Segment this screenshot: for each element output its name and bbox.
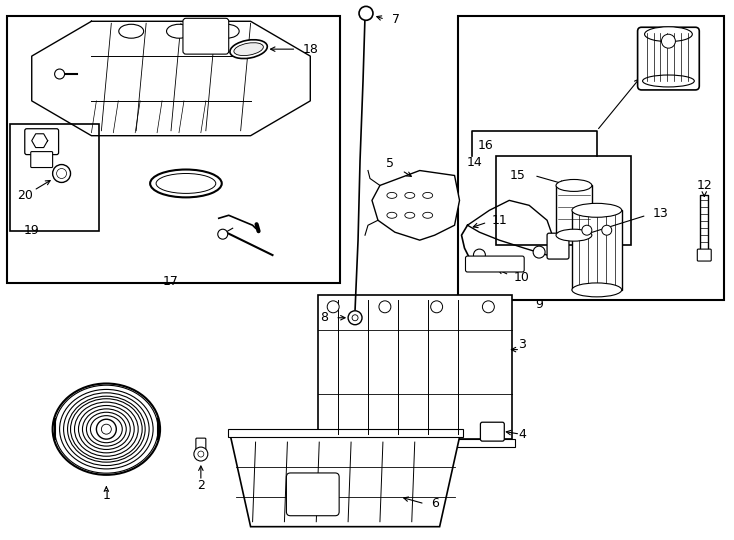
Circle shape — [533, 246, 545, 258]
FancyBboxPatch shape — [196, 438, 206, 455]
Circle shape — [57, 168, 67, 179]
Text: 10: 10 — [513, 272, 529, 285]
FancyBboxPatch shape — [286, 473, 339, 516]
Circle shape — [194, 447, 208, 461]
Bar — [556, 185, 592, 235]
Ellipse shape — [556, 229, 592, 241]
Ellipse shape — [405, 212, 415, 218]
Circle shape — [582, 225, 592, 235]
Text: 16: 16 — [477, 139, 493, 152]
Circle shape — [379, 301, 391, 313]
Text: 20: 20 — [17, 189, 33, 202]
FancyBboxPatch shape — [481, 422, 504, 441]
Polygon shape — [319, 295, 512, 439]
FancyBboxPatch shape — [638, 27, 700, 90]
Ellipse shape — [556, 179, 592, 191]
Ellipse shape — [234, 43, 264, 56]
FancyBboxPatch shape — [697, 249, 711, 261]
Circle shape — [348, 311, 362, 325]
Polygon shape — [230, 437, 459, 526]
Text: 1: 1 — [103, 489, 110, 502]
Ellipse shape — [405, 192, 415, 198]
Bar — [228, 429, 462, 437]
Circle shape — [661, 34, 675, 48]
Text: 13: 13 — [653, 207, 668, 220]
Circle shape — [198, 451, 204, 457]
Bar — [316, 439, 515, 447]
Ellipse shape — [387, 212, 397, 218]
Circle shape — [482, 301, 494, 313]
Bar — [496, 156, 631, 245]
Text: 12: 12 — [697, 179, 712, 192]
Ellipse shape — [214, 24, 239, 38]
Circle shape — [101, 424, 112, 434]
Circle shape — [473, 249, 485, 261]
Text: 3: 3 — [518, 338, 526, 351]
Bar — [10, 124, 99, 231]
Text: 18: 18 — [302, 43, 319, 56]
Ellipse shape — [119, 24, 144, 38]
Ellipse shape — [572, 283, 622, 297]
Bar — [7, 16, 340, 283]
Text: 6: 6 — [431, 497, 439, 510]
Text: 8: 8 — [320, 311, 328, 324]
Circle shape — [602, 225, 611, 235]
FancyBboxPatch shape — [465, 256, 524, 272]
Ellipse shape — [387, 192, 397, 198]
Text: 2: 2 — [197, 480, 205, 492]
Ellipse shape — [642, 75, 694, 87]
Text: 19: 19 — [24, 224, 40, 237]
Text: 17: 17 — [163, 275, 179, 288]
Bar — [572, 210, 622, 290]
Text: 9: 9 — [535, 298, 543, 312]
Bar — [457, 16, 724, 300]
Circle shape — [218, 229, 228, 239]
Circle shape — [359, 6, 373, 21]
Ellipse shape — [150, 170, 222, 198]
FancyBboxPatch shape — [31, 152, 53, 167]
Ellipse shape — [230, 40, 267, 58]
Circle shape — [54, 69, 65, 79]
Circle shape — [431, 301, 443, 313]
Ellipse shape — [644, 27, 692, 42]
Ellipse shape — [423, 212, 432, 218]
Text: 15: 15 — [509, 169, 525, 182]
FancyBboxPatch shape — [547, 233, 569, 259]
Text: 14: 14 — [467, 156, 482, 169]
Circle shape — [96, 419, 116, 439]
Circle shape — [327, 301, 339, 313]
Text: 5: 5 — [386, 157, 394, 170]
Text: 11: 11 — [491, 214, 507, 227]
Polygon shape — [372, 171, 459, 240]
Ellipse shape — [572, 204, 622, 217]
Text: 4: 4 — [518, 428, 526, 441]
Circle shape — [352, 315, 358, 321]
Ellipse shape — [156, 173, 216, 193]
FancyBboxPatch shape — [183, 18, 229, 54]
Ellipse shape — [167, 24, 192, 38]
FancyBboxPatch shape — [25, 129, 59, 154]
Circle shape — [53, 165, 70, 183]
Text: 7: 7 — [392, 13, 400, 26]
Ellipse shape — [423, 192, 432, 198]
